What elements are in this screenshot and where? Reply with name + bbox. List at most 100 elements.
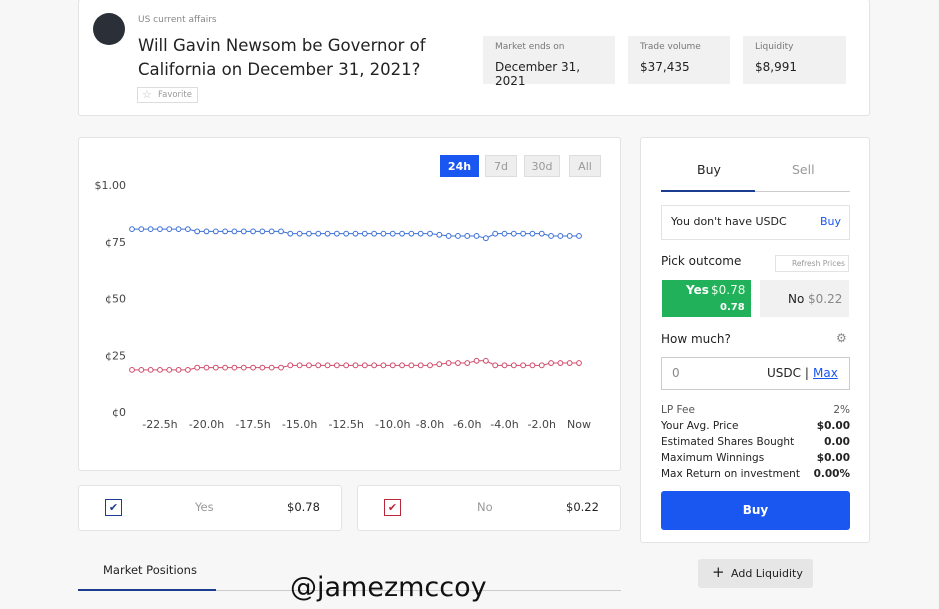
pick-outcome: Pick outcome <box>661 254 742 268</box>
data-point <box>222 364 229 371</box>
data-point <box>343 230 350 237</box>
data-point <box>352 362 359 369</box>
y-tick-label: ¢0 <box>112 406 126 419</box>
data-point <box>380 362 387 369</box>
how-much: How much? <box>661 332 731 346</box>
yes-label: Yes <box>686 283 709 297</box>
data-point <box>576 360 582 366</box>
detail-row: Estimated Shares Bought 0.00 <box>661 436 850 448</box>
data-point <box>455 233 461 239</box>
data-point <box>557 360 564 366</box>
data-point <box>129 226 135 233</box>
data-point <box>306 362 312 369</box>
data-point <box>147 226 154 233</box>
stat-value: $8,991 <box>755 60 797 74</box>
no-button[interactable] <box>760 280 849 317</box>
data-point <box>371 362 378 369</box>
data-point <box>287 230 294 237</box>
add-liquidity-button[interactable]: Add Liquidity <box>698 559 813 588</box>
data-point <box>259 364 266 371</box>
data-point <box>324 362 331 369</box>
stat-label: Liquidity <box>755 42 794 52</box>
x-tick-label: -4.0h <box>490 418 518 431</box>
data-point <box>333 230 340 237</box>
detail-value: 0.00 <box>824 436 850 448</box>
stat-value: December 31, 2021 <box>495 60 581 88</box>
data-point <box>278 228 284 235</box>
detail-value: $0.00 <box>816 420 850 432</box>
data-point <box>380 230 387 237</box>
range-button[interactable]: 7d <box>485 155 517 177</box>
data-point <box>315 230 322 237</box>
data-point <box>464 233 471 239</box>
buy-button[interactable]: Buy <box>661 491 850 530</box>
data-point <box>203 364 210 371</box>
checkbox[interactable]: ✔ <box>384 499 401 516</box>
outcome-card[interactable] <box>78 485 342 531</box>
data-point <box>557 233 564 239</box>
market-title: Will Gavin Newsom be Governor of Califor… <box>138 36 426 79</box>
stat: Liquidity $8,991 <box>743 36 846 84</box>
detail-label: LP Fee <box>661 404 695 416</box>
data-point <box>287 362 294 369</box>
tab[interactable]: Buy <box>697 162 721 177</box>
range-button[interactable]: 24h <box>440 155 479 177</box>
data-point <box>473 357 480 364</box>
refresh-button[interactable]: Refresh Prices <box>775 255 849 272</box>
data-point <box>529 230 536 237</box>
checkbox[interactable]: ✔ <box>105 499 122 516</box>
outcome-card[interactable] <box>357 485 621 531</box>
watermark: @jamezmccoy <box>290 572 487 603</box>
x-tick-label: Now <box>567 418 591 431</box>
data-point <box>222 228 229 235</box>
outcome-name: No <box>477 500 493 514</box>
data-point <box>408 362 415 369</box>
data-point <box>548 360 554 366</box>
detail-value: $0.00 <box>816 452 850 464</box>
x-tick-label: -10.0h <box>375 418 410 431</box>
yes-price: $0.78 <box>711 283 746 297</box>
yes-bar-label: 0.78 <box>720 302 745 313</box>
data-point <box>203 228 210 235</box>
data-point <box>510 230 517 237</box>
tab-rule <box>78 590 621 591</box>
data-point <box>240 228 247 235</box>
data-point <box>548 233 554 239</box>
data-point <box>333 362 340 369</box>
data-point <box>129 366 135 373</box>
data-point <box>436 231 443 238</box>
settings-icon[interactable]: ⚙ <box>836 331 847 345</box>
plus-icon: + <box>712 563 725 581</box>
data-point <box>175 226 182 233</box>
tab[interactable]: Market Positions <box>103 563 197 577</box>
data-point <box>315 362 322 369</box>
data-point <box>268 228 275 235</box>
data-point <box>510 362 517 369</box>
favorite-button[interactable]: Favorite <box>137 87 198 103</box>
x-tick-label: -2.0h <box>528 418 556 431</box>
yes-button[interactable] <box>662 280 751 317</box>
data-point <box>240 364 247 371</box>
tab[interactable]: Sell <box>792 162 815 177</box>
data-point <box>175 366 182 373</box>
outcome-price: $0.78 <box>287 500 320 514</box>
amount-input[interactable] <box>661 357 850 390</box>
x-tick-label: -15.0h <box>282 418 317 431</box>
data-point <box>389 362 396 369</box>
range-button[interactable]: All <box>569 155 601 177</box>
star-icon: ☆ <box>142 88 152 101</box>
max-link[interactable]: Max <box>813 366 838 380</box>
data-point <box>566 360 573 366</box>
data-point <box>566 233 573 239</box>
notice-action[interactable]: Buy <box>820 215 842 228</box>
data-point <box>268 364 275 371</box>
data-point <box>389 230 396 237</box>
detail-value: 2% <box>833 404 850 416</box>
tab-underline <box>661 190 755 192</box>
data-point <box>538 362 545 369</box>
detail-label: Max Return on investment <box>661 468 800 480</box>
range-button[interactable]: 30d <box>524 155 560 177</box>
stat-value: $37,435 <box>640 60 690 74</box>
